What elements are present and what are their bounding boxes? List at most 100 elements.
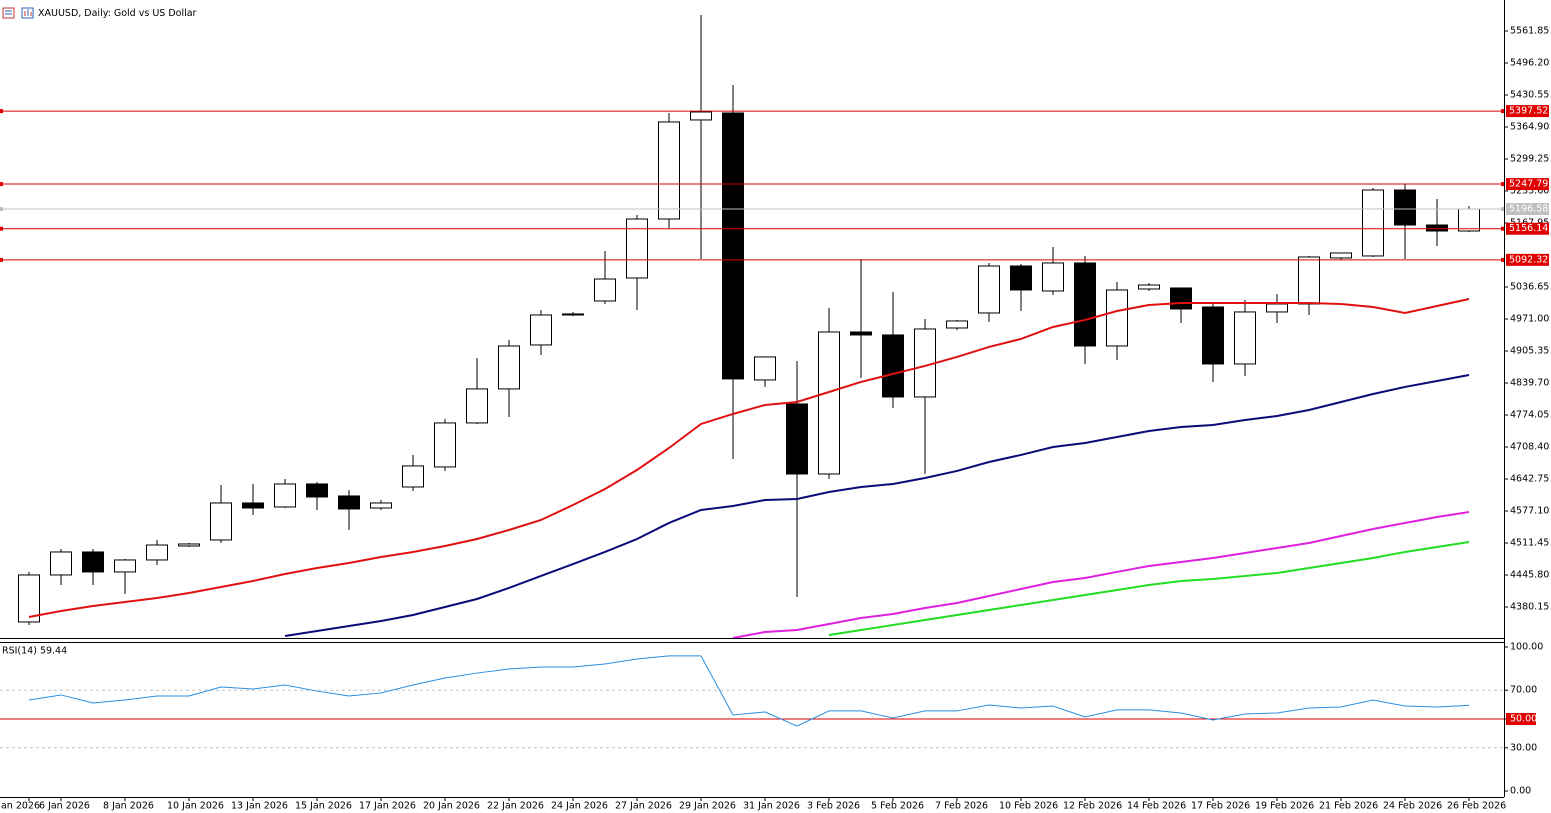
y-tick-label: 4642.75 — [1510, 473, 1549, 484]
candle-body — [50, 551, 72, 576]
candle-body — [1330, 252, 1352, 259]
price-level-label: 5196.58 — [1509, 204, 1548, 215]
y-tick-label: 4905.35 — [1510, 345, 1549, 356]
candle-body — [562, 313, 584, 316]
x-tick-label: 22 Jan 2026 — [487, 801, 544, 812]
x-tick-label: Jan 2026 — [0, 801, 40, 812]
y-tick-label: 70.00 — [1510, 685, 1537, 696]
x-tick-label: 10 Jan 2026 — [167, 801, 224, 812]
candle-body — [114, 559, 136, 573]
y-tick-label: 5036.65 — [1510, 281, 1549, 292]
x-tick-label: 24 Feb 2026 — [1383, 801, 1442, 812]
x-tick-label: 15 Jan 2026 — [295, 801, 352, 812]
x-tick-label: 8 Jan 2026 — [103, 801, 154, 812]
candle-body — [242, 502, 264, 509]
candle-body — [1234, 311, 1256, 365]
y-tick-label: 4774.05 — [1510, 409, 1549, 420]
x-tick-label: 27 Jan 2026 — [615, 801, 672, 812]
candle-body — [306, 483, 328, 498]
rsi-line — [28, 655, 1470, 727]
price-level-marker — [0, 207, 3, 212]
x-tick-label: 7 Feb 2026 — [935, 801, 988, 812]
moving-average-line — [28, 298, 1470, 618]
rsi-pane — [0, 655, 1504, 749]
candle-body — [178, 543, 200, 547]
y-tick-label: 4380.15 — [1510, 601, 1549, 612]
candle-body — [1362, 189, 1384, 257]
y-tick-label: 5430.55 — [1510, 89, 1549, 100]
x-tick-label: 13 Jan 2026 — [231, 801, 288, 812]
candle-body — [146, 544, 168, 561]
candle-body — [370, 502, 392, 509]
y-tick-label: 5364.90 — [1510, 121, 1549, 132]
candle-body — [1010, 265, 1032, 291]
y-tick-label: 4445.80 — [1510, 569, 1549, 580]
x-tick-label: 14 Feb 2026 — [1127, 801, 1186, 812]
candle-body — [626, 218, 648, 279]
candle-body — [338, 495, 360, 510]
candle-body — [498, 345, 520, 390]
price-level-label: 5092.32 — [1509, 254, 1548, 265]
x-tick-label: 26 Feb 2026 — [1447, 801, 1506, 812]
y-tick-label: 0.00 — [1510, 786, 1531, 797]
candle-body — [82, 551, 104, 573]
price-level-marker — [0, 257, 3, 262]
candle-body — [946, 320, 968, 329]
candle-body — [818, 331, 840, 475]
x-tick-label: 20 Jan 2026 — [423, 801, 480, 812]
candle-body — [786, 403, 808, 475]
x-tick-label: 17 Jan 2026 — [359, 801, 416, 812]
candle-body — [1266, 303, 1288, 313]
y-tick-label: 4839.70 — [1510, 377, 1549, 388]
candle-body — [754, 356, 776, 381]
x-tick-label: 6 Jan 2026 — [39, 801, 90, 812]
price-level-marker — [1501, 207, 1504, 212]
x-tick-label: 29 Jan 2026 — [679, 801, 736, 812]
y-tick-label: 5233.60 — [1510, 185, 1549, 196]
candle-body — [850, 331, 872, 336]
chart-title: XAUUSD, Daily: Gold vs US Dollar — [38, 8, 197, 19]
x-tick-label: 12 Feb 2026 — [1063, 801, 1122, 812]
y-tick-label: 50.00 — [1510, 714, 1537, 725]
price-level-marker — [0, 109, 3, 114]
y-tick-label: 30.00 — [1510, 742, 1537, 753]
moving-average-line — [284, 373, 1470, 637]
price-level-label-bg — [1506, 105, 1549, 118]
y-tick-label: 4708.40 — [1510, 441, 1549, 452]
x-tick-label: 17 Feb 2026 — [1191, 801, 1250, 812]
price-pane — [0, 14, 1504, 638]
price-level-label-bg — [1506, 253, 1549, 266]
price-level-marker — [1501, 182, 1504, 187]
y-tick-label: 5299.25 — [1510, 153, 1549, 164]
candle-body — [402, 465, 424, 488]
candle-body — [722, 112, 744, 380]
candle-body — [658, 121, 680, 220]
price-level-marker — [1501, 257, 1504, 262]
price-level-label: 5247.79 — [1509, 179, 1548, 190]
candle-body — [690, 111, 712, 121]
price-level-label-bg — [1506, 203, 1549, 216]
candle-body — [434, 422, 456, 468]
price-level-label-bg — [1506, 178, 1549, 191]
rsi-level-label-bg — [1506, 713, 1536, 725]
y-tick-label: 100.00 — [1510, 642, 1543, 653]
moving-average-line — [732, 511, 1470, 638]
candle-body — [1426, 224, 1448, 232]
candle-body — [1138, 284, 1160, 290]
candle-body — [210, 502, 232, 541]
y-tick-label: 4577.10 — [1510, 505, 1549, 516]
y-tick-label: 5561.85 — [1510, 25, 1549, 36]
candle-body — [1202, 306, 1224, 365]
candle-body — [1458, 208, 1480, 232]
candle-body — [1394, 189, 1416, 226]
candle-body — [1074, 262, 1096, 347]
price-level-label-bg — [1506, 222, 1549, 235]
symbol-icons — [2, 7, 34, 19]
price-level-marker — [1501, 226, 1504, 231]
x-tick-label: 24 Jan 2026 — [551, 801, 608, 812]
candle-body — [882, 334, 904, 398]
price-level-label: 5397.52 — [1509, 106, 1548, 117]
x-tick-label: 21 Feb 2026 — [1319, 801, 1378, 812]
x-tick-label: 10 Feb 2026 — [999, 801, 1058, 812]
